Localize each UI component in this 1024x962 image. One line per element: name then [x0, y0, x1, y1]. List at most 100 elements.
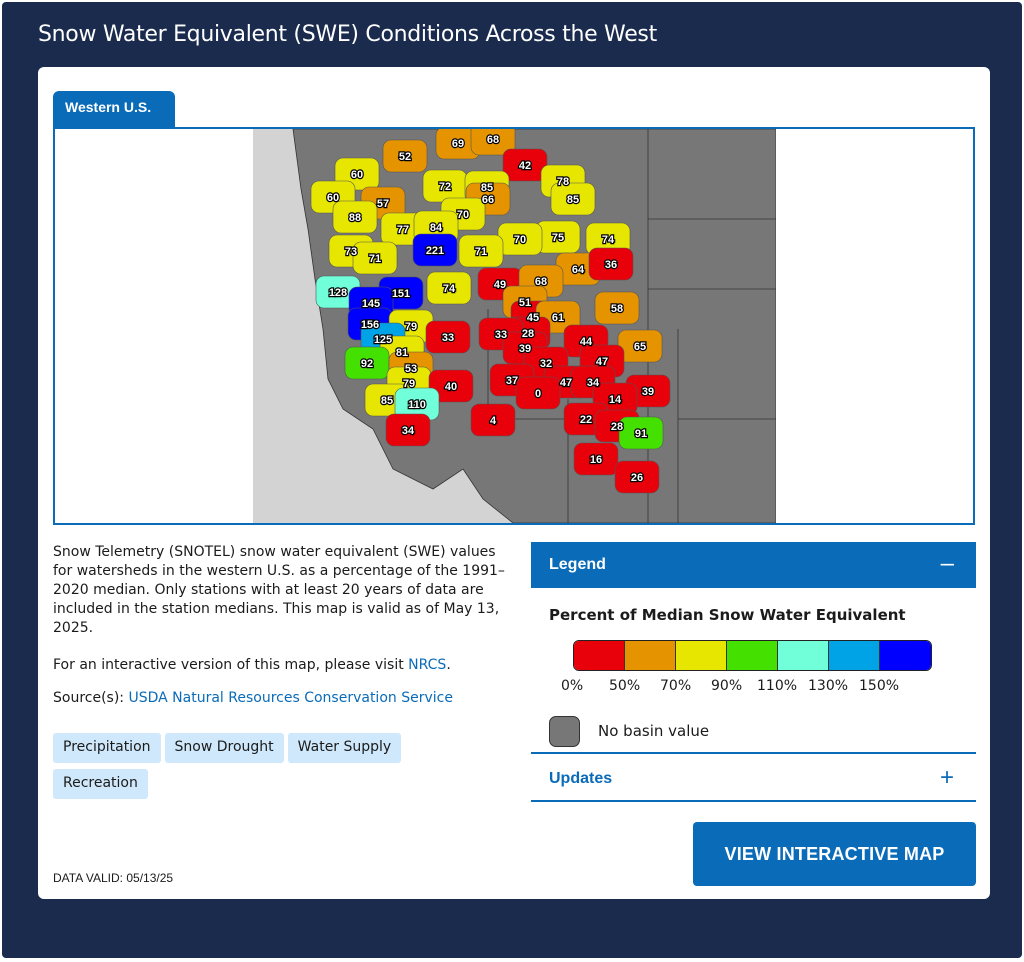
- legend-header[interactable]: Legend –: [531, 542, 976, 588]
- basin-value-label: 151: [392, 288, 410, 300]
- basin-area: [594, 291, 640, 325]
- basin-value-label: 52: [399, 151, 411, 163]
- basin-value-label: 42: [519, 160, 531, 172]
- basin-area: [458, 234, 504, 268]
- basin-value-label: 47: [560, 377, 572, 389]
- expand-icon[interactable]: +: [939, 764, 954, 791]
- basin-value-label: 64: [572, 264, 585, 276]
- basin-area: [412, 233, 458, 267]
- basin-value-label: 79: [403, 378, 415, 390]
- basin-value-label: 14: [609, 394, 622, 406]
- basin-area: [470, 129, 516, 156]
- basin-value-label: 75: [552, 232, 564, 244]
- basin-value-label: 156: [361, 319, 379, 331]
- basin-value-label: 39: [519, 343, 531, 355]
- tab-western-us[interactable]: Western U.S.: [53, 91, 175, 127]
- basin-value-label: 16: [590, 454, 602, 466]
- basin-value-label: 85: [381, 395, 393, 407]
- data-valid-date: DATA VALID: 05/13/25: [53, 871, 174, 885]
- basin-value-label: 45: [527, 312, 539, 324]
- basin-area: [382, 139, 428, 173]
- basin-area: [425, 320, 471, 354]
- basin-value-label: 66: [482, 194, 494, 206]
- basin-value-label: 47: [596, 356, 608, 368]
- tag-snow-drought[interactable]: Snow Drought: [164, 733, 284, 763]
- basin-value-label: 74: [443, 283, 456, 295]
- basin-value-label: 77: [397, 224, 409, 236]
- page-title: Snow Water Equivalent (SWE) Conditions A…: [38, 22, 657, 47]
- legend-swatch: [625, 641, 676, 670]
- basin-value-label: 85: [481, 182, 493, 194]
- legend-break: 90%: [711, 678, 743, 694]
- interactive-note-text: For an interactive version of this map, …: [53, 657, 409, 673]
- legend-title: Percent of Median Snow Water Equivalent: [549, 606, 906, 624]
- tag-list: Precipitation Snow Drought Water Supply Re…: [53, 733, 453, 805]
- content-card: Western U.S. 69 68 52: [38, 67, 990, 899]
- basin-value-label: 51: [519, 297, 531, 309]
- updates-header[interactable]: Updates +: [531, 754, 976, 802]
- basin-area: [550, 182, 596, 216]
- legend-accordion: Legend – Percent of Median Snow Water Eq…: [531, 542, 976, 802]
- basin-value-label: 60: [351, 169, 363, 181]
- basin-value-label: 53: [405, 363, 417, 375]
- basin-value-label: 28: [522, 328, 534, 340]
- basin-value-label: 26: [631, 472, 643, 484]
- basin-value-label: 70: [457, 209, 469, 221]
- legend-swatch: [574, 641, 625, 670]
- basin-value-label: 73: [345, 246, 357, 258]
- basin-value-label: 78: [557, 176, 569, 188]
- legend-swatch: [778, 641, 829, 670]
- basin-value-label: 58: [611, 303, 623, 315]
- interactive-note-suffix: .: [446, 657, 451, 673]
- tag-water-supply[interactable]: Water Supply: [287, 733, 402, 763]
- basin-area: [470, 403, 516, 437]
- basin-value-label: 68: [535, 276, 547, 288]
- basin-value-label: 74: [602, 234, 615, 246]
- basin-area: [385, 413, 431, 447]
- legend-swatch: [880, 641, 931, 670]
- legend-break: 110%: [757, 678, 798, 694]
- basin-value-label: 34: [587, 377, 600, 389]
- basin-value-label: 39: [642, 386, 654, 398]
- basin-value-label: 33: [442, 332, 454, 344]
- interactive-note: For an interactive version of this map, …: [53, 657, 451, 673]
- no-basin-legend: No basin value: [549, 716, 709, 747]
- legend-break: 130%: [808, 678, 849, 694]
- basin-value-label: 60: [327, 192, 339, 204]
- basin-value-label: 44: [580, 336, 593, 348]
- basin-value-label: 0: [535, 388, 541, 400]
- updates-header-label: Updates: [549, 770, 613, 787]
- legend-color-bar: [573, 640, 932, 671]
- legend-break: 70%: [660, 678, 692, 694]
- source-link[interactable]: USDA Natural Resources Conservation Serv…: [128, 690, 453, 706]
- basin-value-label: 70: [514, 234, 526, 246]
- basin-value-label: 110: [408, 399, 426, 411]
- source-label: Source(s):: [53, 690, 129, 706]
- map-panel: 69 68 52 42 60 72 85 78 60 66 85 57 88 70 77 84 75 70 74 22…: [53, 127, 975, 525]
- no-basin-label: No basin value: [598, 722, 710, 740]
- tag-recreation[interactable]: Recreation: [53, 769, 148, 799]
- basin-value-label: 32: [540, 358, 552, 370]
- basin-value-label: 81: [396, 347, 408, 359]
- basin-value-label: 71: [369, 253, 381, 265]
- legend-body: Percent of Median Snow Water Equivalent …: [531, 588, 976, 754]
- basin-area: [515, 376, 561, 410]
- basin-value-label: 36: [605, 259, 617, 271]
- basin-value-label: 37: [506, 375, 518, 387]
- tag-precipitation[interactable]: Precipitation: [53, 733, 161, 763]
- legend-swatch: [676, 641, 727, 670]
- basin-value-label: 22: [580, 414, 592, 426]
- legend-break: 150%: [859, 678, 900, 694]
- basin-value-label: 79: [405, 321, 417, 333]
- basin-value-label: 84: [430, 222, 443, 234]
- collapse-icon[interactable]: –: [940, 550, 954, 577]
- view-interactive-map-button[interactable]: VIEW INTERACTIVE MAP: [693, 822, 976, 886]
- basin-value-label: 85: [567, 194, 579, 206]
- nrcs-link[interactable]: NRCS: [408, 657, 447, 673]
- basin-value-label: 33: [495, 329, 507, 341]
- basin-value-label: 4: [490, 415, 497, 427]
- basin-value-label: 57: [377, 198, 389, 210]
